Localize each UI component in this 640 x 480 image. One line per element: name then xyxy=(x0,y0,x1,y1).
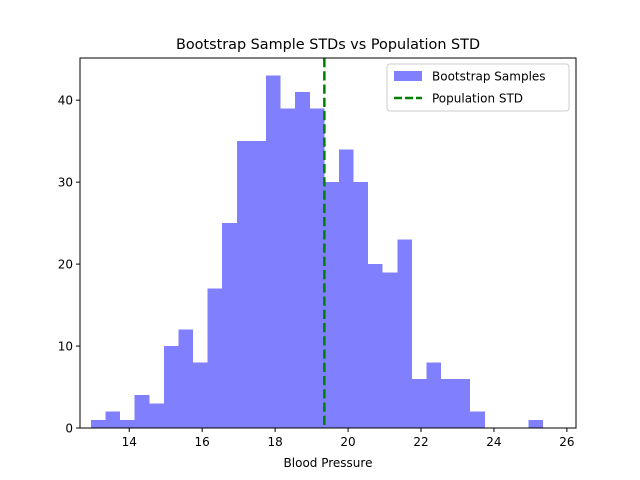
histogram-bar xyxy=(426,362,442,428)
x-tick-label: 24 xyxy=(486,435,501,449)
histogram-bar xyxy=(90,419,106,428)
y-ticks-group: 0 10 20 30 40 xyxy=(58,94,80,436)
histogram-bar xyxy=(280,108,296,428)
histogram-bar xyxy=(163,346,179,428)
y-tick-label: 20 xyxy=(58,258,73,272)
x-tick-label: 26 xyxy=(559,435,574,449)
legend-box xyxy=(386,63,570,112)
histogram-bar xyxy=(134,395,150,428)
legend-label: Population STD xyxy=(432,92,523,106)
chart-title: Bootstrap Sample STDs vs Population STD xyxy=(176,37,480,53)
histogram-bar xyxy=(324,182,339,428)
x-axis-title: Blood Pressure xyxy=(284,456,373,470)
histogram-bar xyxy=(411,378,427,428)
histogram-bar xyxy=(149,403,164,428)
histogram-bar xyxy=(295,92,310,429)
histogram-bar xyxy=(207,288,223,428)
plot-frame xyxy=(79,57,577,429)
histogram-bar xyxy=(353,182,369,428)
y-tick-label: 30 xyxy=(58,176,73,190)
histogram-bar xyxy=(382,272,398,428)
legend: Bootstrap Samples Population STD xyxy=(386,63,570,112)
histogram-bar xyxy=(105,411,121,428)
x-ticks-group: 14 16 18 20 22 24 26 xyxy=(122,428,575,449)
x-tick-label: 14 xyxy=(122,435,137,449)
histogram-bar xyxy=(266,75,281,428)
histogram-bar xyxy=(338,149,354,428)
histogram-bar xyxy=(222,223,237,428)
histogram-bar xyxy=(251,141,266,429)
y-tick-label: 0 xyxy=(65,422,73,436)
x-tick-label: 22 xyxy=(413,435,428,449)
histogram-bar xyxy=(193,362,208,428)
histogram-bar xyxy=(455,378,471,428)
x-tick-label: 16 xyxy=(195,435,210,449)
histogram-bar xyxy=(397,239,412,428)
histogram-bar xyxy=(528,419,544,428)
bars-group xyxy=(90,75,544,429)
x-tick-label: 18 xyxy=(267,435,282,449)
histogram-bar xyxy=(236,141,252,429)
legend-label: Bootstrap Samples xyxy=(432,70,546,84)
legend-swatch-patch xyxy=(394,71,422,81)
axes-group xyxy=(79,57,577,429)
histogram-bar xyxy=(368,264,383,428)
histogram-bar xyxy=(178,329,194,428)
y-tick-label: 10 xyxy=(58,340,73,354)
y-tick-label: 40 xyxy=(58,94,73,108)
x-tick-label: 20 xyxy=(340,435,355,449)
histogram-bar xyxy=(470,411,485,428)
histogram-bar xyxy=(441,378,456,428)
histogram-bar xyxy=(120,419,135,428)
histogram-bar xyxy=(309,108,325,428)
